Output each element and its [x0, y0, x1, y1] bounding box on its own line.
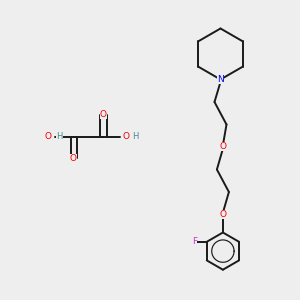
- Text: F: F: [192, 237, 197, 246]
- Text: O: O: [70, 154, 77, 163]
- Text: N: N: [217, 75, 224, 84]
- Text: H: H: [132, 132, 138, 141]
- Text: O: O: [219, 210, 226, 219]
- Text: O: O: [219, 142, 226, 152]
- Text: O: O: [123, 132, 130, 141]
- Text: H: H: [56, 132, 63, 141]
- Text: O: O: [100, 110, 107, 119]
- Text: O: O: [45, 132, 52, 141]
